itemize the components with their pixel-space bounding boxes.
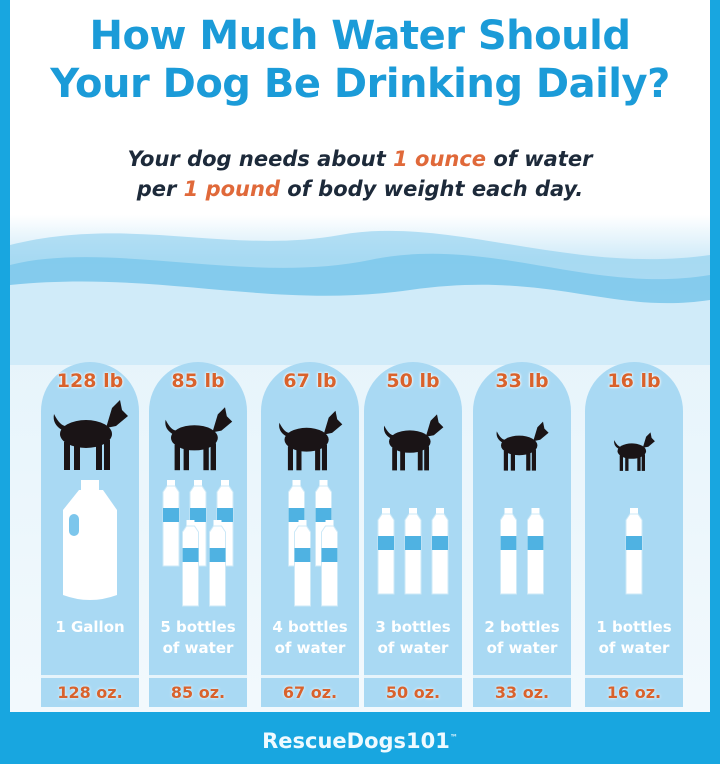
water-bottle-icon — [182, 520, 199, 607]
water-bottle-icon — [294, 520, 311, 607]
water-bottle-icon — [431, 508, 449, 595]
water-bottle-icon — [404, 508, 422, 595]
page-title: How Much Water Should Your Dog Be Drinkin… — [0, 12, 720, 108]
ounces-label: 16 oz. — [585, 675, 683, 707]
dog-silhouette-icon — [496, 421, 549, 471]
ounces-label: 50 oz. — [364, 675, 462, 707]
ounces-label: 128 oz. — [41, 675, 139, 707]
water-bottle-icon — [377, 508, 395, 595]
dog-weight: 16 lb — [607, 370, 661, 392]
water-wave-image — [10, 230, 710, 365]
amount-line-1: 5 bottles — [160, 618, 236, 636]
water-bottle-icon — [527, 508, 544, 595]
dog-column: 50 lb 3 bottles of water 50 oz. — [364, 362, 462, 707]
amount-line-1: 1 Gallon — [55, 618, 125, 636]
amount-line-2: of water — [598, 639, 670, 657]
water-amount-label: 2 bottles of water — [473, 617, 571, 659]
dog-silhouette-icon — [165, 407, 233, 471]
water-bottles — [500, 508, 544, 595]
water-amount-label: 4 bottles of water — [261, 617, 359, 659]
dog-column: 67 lb 4 bottles of water 67 oz. — [261, 362, 359, 707]
amount-line-2: of water — [274, 639, 346, 657]
amount-line-1: 4 bottles — [272, 618, 348, 636]
dog-weight: 50 lb — [386, 370, 440, 392]
water-bottle-icon — [162, 480, 180, 567]
amount-line-2: of water — [377, 639, 449, 657]
dog-column: 85 lb 5 bottles of water 85 oz. — [149, 362, 247, 707]
dog-column: 33 lb 2 bottles of water 33 oz. — [473, 362, 571, 707]
title-line-2: Your Dog Be Drinking Daily? — [50, 61, 670, 107]
footer: RescueDogs101™ — [0, 712, 720, 764]
water-bottle-icon — [500, 508, 517, 595]
water-bottles — [625, 508, 643, 595]
dog-silhouette-icon — [383, 414, 444, 471]
ounces-label: 85 oz. — [149, 675, 247, 707]
dog-weight: 33 lb — [495, 370, 549, 392]
brand-logo: RescueDogs101™ — [262, 729, 458, 753]
water-amount-label: 5 bottles of water — [149, 617, 247, 659]
dog-weight: 128 lb — [56, 370, 124, 392]
subtitle: Your dog needs about 1 ounce of water pe… — [0, 144, 720, 204]
dog-weight: 67 lb — [283, 370, 337, 392]
ounces-label: 33 oz. — [473, 675, 571, 707]
amount-line-1: 3 bottles — [375, 618, 451, 636]
brand-name: RescueDogs101 — [262, 729, 450, 753]
amount-line-2: of water — [162, 639, 234, 657]
dog-column: 16 lb 1 bottles of water 16 oz. — [585, 362, 683, 707]
gallon-jug-icon — [63, 480, 117, 600]
water-bottle-icon — [321, 520, 338, 607]
water-bottles — [377, 508, 449, 595]
water-amount-label: 1 Gallon — [41, 617, 139, 638]
water-bottle-icon — [209, 520, 226, 607]
dog-weight: 85 lb — [171, 370, 225, 392]
subtitle-highlight: 1 ounce — [393, 147, 487, 171]
subtitle-text: per — [136, 177, 184, 201]
water-amount-label: 3 bottles of water — [364, 617, 462, 659]
trademark: ™ — [449, 733, 458, 742]
subtitle-text: of water — [486, 147, 593, 171]
dog-silhouette-icon — [614, 432, 655, 471]
water-bottle-icon — [625, 508, 643, 595]
water-bottles — [288, 480, 338, 607]
subtitle-highlight: 1 pound — [183, 177, 280, 201]
amount-line-2: of water — [486, 639, 558, 657]
subtitle-text: of body weight each day. — [280, 177, 584, 201]
dog-silhouette-icon — [279, 410, 343, 471]
water-bottles — [162, 480, 234, 607]
amount-line-1: 1 bottles — [596, 618, 672, 636]
subtitle-text: Your dog needs about — [127, 147, 394, 171]
dog-column: 128 lb 1 Gallon 128 oz. — [41, 362, 139, 707]
amount-line-1: 2 bottles — [484, 618, 560, 636]
title-line-1: How Much Water Should — [89, 13, 631, 59]
dog-silhouette-icon — [53, 400, 128, 470]
ounces-label: 67 oz. — [261, 675, 359, 707]
water-amount-label: 1 bottles of water — [585, 617, 683, 659]
